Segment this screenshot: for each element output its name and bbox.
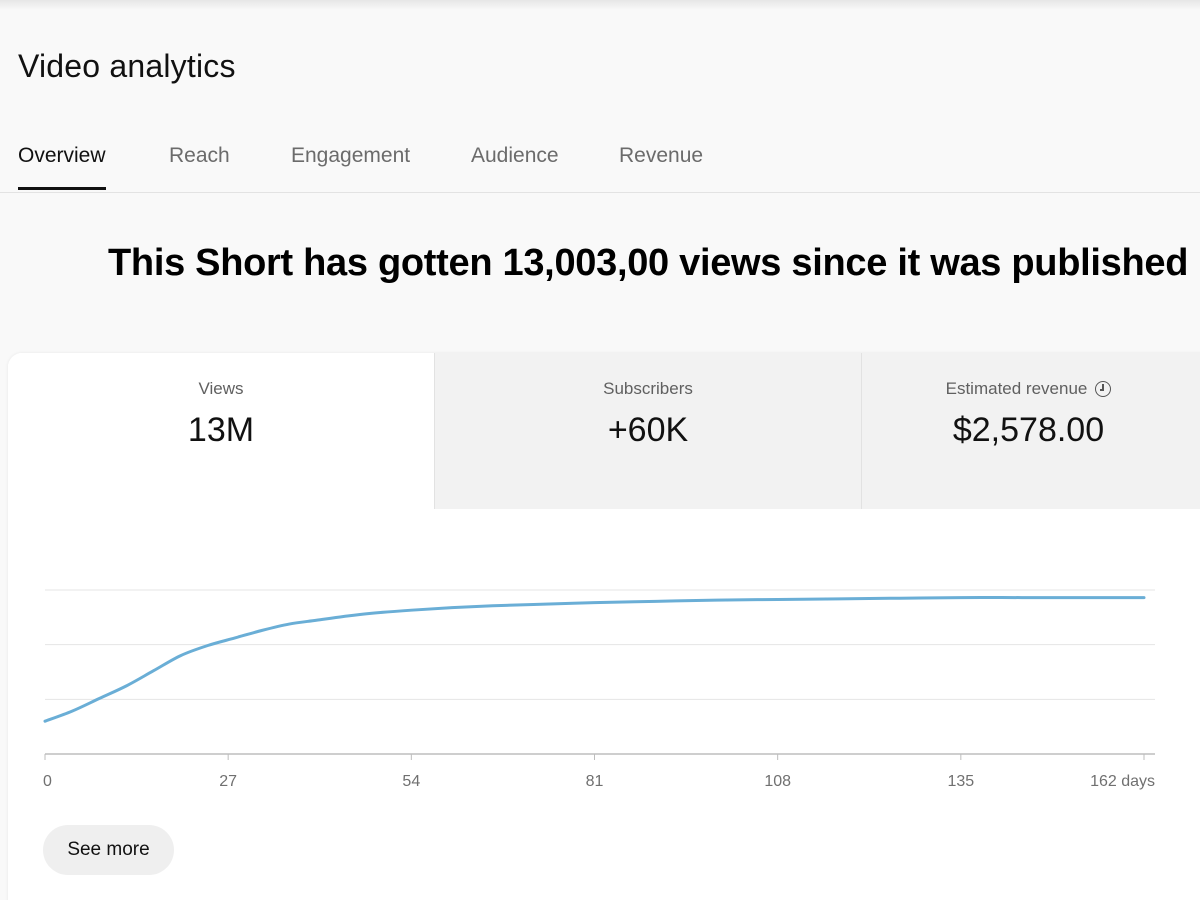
page-title: Video analytics [18, 48, 236, 84]
tab-reach[interactable]: Reach [169, 144, 230, 167]
metric-estimated-revenue[interactable]: Estimated revenue $2,578.00 [861, 353, 1200, 509]
clock-icon[interactable] [1095, 381, 1112, 397]
metric-label: Views [198, 379, 244, 398]
series-line-views [43, 596, 1146, 723]
x-tick-label: 81 [586, 773, 604, 790]
headline-caption: This Short has gotten 13,003,00 views si… [108, 242, 1189, 284]
tab-engagement[interactable]: Engagement [291, 144, 411, 167]
top-shadow [0, 0, 1200, 10]
overview-card: Views 13M Subscribers +60K Estimated rev… [8, 353, 1200, 900]
metric-views[interactable]: Views 13M [8, 353, 434, 509]
tab-revenue[interactable]: Revenue [619, 144, 704, 167]
metric-label: Subscribers [603, 379, 693, 398]
tab-overview[interactable]: Overview [18, 144, 106, 167]
x-tick-label: 108 [764, 773, 791, 790]
x-tick-label: 27 [219, 773, 237, 790]
metric-value: +60K [607, 411, 689, 449]
tab-audience[interactable]: Audience [471, 144, 559, 167]
see-more-button[interactable]: See more [43, 825, 174, 875]
views-line-chart: 0 27 54 81 108 135 162 days [43, 589, 1155, 790]
metric-label-row: Estimated revenue [848, 379, 1200, 399]
metric-value: 13M [187, 411, 255, 449]
metric-value: $2,578.00 [952, 411, 1105, 449]
metric-subscribers[interactable]: Subscribers +60K [434, 353, 861, 509]
tab-bar: Overview Reach Engagement Audience Reven… [0, 128, 1200, 193]
metric-label: Estimated revenue [945, 379, 1088, 398]
active-tab-indicator [18, 187, 106, 190]
x-tick-label: 54 [402, 773, 420, 790]
x-tick-label: 0 [43, 773, 52, 790]
x-tick-label: 135 [947, 773, 974, 790]
x-tick-label: 162 days [1090, 773, 1155, 790]
